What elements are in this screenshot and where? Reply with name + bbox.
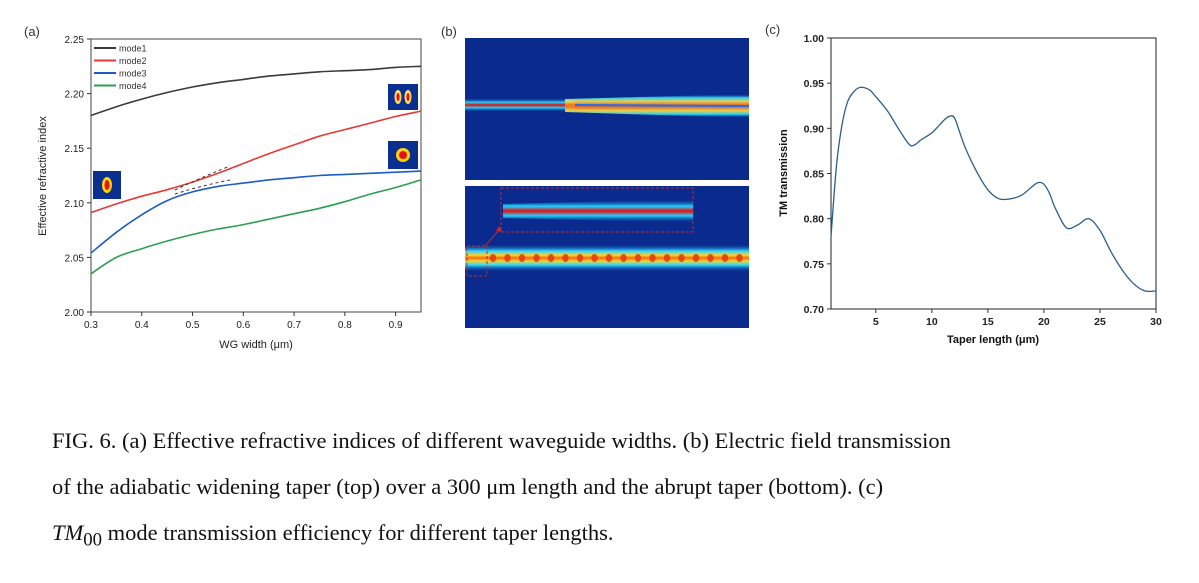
panel-label-a: (a) — [24, 24, 40, 39]
y-tick-label: 0.80 — [804, 214, 825, 226]
y-tick-label: 2.10 — [65, 199, 85, 210]
caption-line-1: FIG. 6. (a) Effective refractive indices… — [52, 428, 951, 453]
panel-label-b: (b) — [441, 24, 457, 39]
field-node — [576, 254, 584, 262]
legend-label: mode4 — [119, 81, 147, 91]
field-map-abrupt — [465, 186, 749, 328]
x-tick-label: 20 — [1038, 316, 1050, 328]
y-tick-label: 2.15 — [65, 144, 85, 155]
y-tick-label: 0.75 — [804, 259, 825, 271]
x-tick-label: 0.3 — [84, 320, 98, 331]
y-axis-label-a: Effective refractive index — [37, 116, 49, 236]
plot-frame-c — [830, 37, 1157, 310]
field-node — [605, 254, 613, 262]
anticrossing-dashes — [174, 165, 231, 195]
x-tick-label: 25 — [1094, 316, 1106, 328]
figure-caption: FIG. 6. (a) Effective refractive indices… — [52, 418, 1162, 564]
series-line-mode3 — [90, 170, 422, 254]
y-tick-label: 2.05 — [65, 253, 85, 264]
field-node — [591, 254, 598, 262]
field-node — [634, 254, 642, 262]
y-tick-label: 0.85 — [804, 169, 825, 181]
x-axis-label-c: Taper length (μm) — [947, 334, 1039, 346]
x-tick-label: 0.7 — [287, 320, 301, 331]
panel-label-c: (c) — [765, 22, 781, 37]
mode-inset-2 — [388, 84, 418, 110]
field-node — [649, 254, 656, 262]
x-axis-label-a: WG width (μm) — [219, 339, 293, 351]
series-line-series1 — [830, 86, 1157, 293]
y-axis-label-c: TM transmission — [778, 129, 790, 217]
caption-line-2: of the adiabatic widening taper (top) ov… — [52, 474, 884, 499]
legend-label: mode1 — [119, 44, 147, 54]
y-tick-label: 2.00 — [65, 308, 85, 319]
mode-inset-1 — [93, 171, 121, 199]
y-tick-label: 0.90 — [804, 123, 825, 135]
chart-a: 0.3 0.4 0.5 0.6 0.7 0.8 0.9 2.00 2.05 2.10 2.15 2.2… — [37, 35, 422, 351]
field-map-adiabatic — [465, 38, 750, 180]
field-node — [663, 254, 671, 262]
legend-label: mode3 — [119, 69, 147, 79]
field-node — [620, 254, 627, 262]
x-tick-label: 0.4 — [135, 320, 149, 331]
x-tick-label: 0.6 — [236, 320, 250, 331]
caption-line-3-rest: mode transmission efficiency for differe… — [102, 520, 614, 545]
field-node — [504, 254, 511, 262]
x-tick-label: 0.5 — [186, 320, 200, 331]
plot-frame-a — [90, 38, 422, 313]
legend-a: mode1 mode2 mode3 mode4 — [94, 44, 147, 91]
y-tick-label: 0.95 — [804, 78, 825, 90]
x-tick-label: 15 — [982, 316, 994, 328]
x-tick-label: 10 — [926, 316, 938, 328]
field-node — [707, 254, 714, 262]
field-node — [547, 254, 555, 262]
field-node — [692, 254, 700, 262]
legend-label: mode2 — [119, 56, 147, 66]
field-node — [736, 254, 743, 262]
field-node — [562, 254, 569, 262]
series-line-mode4 — [90, 179, 422, 275]
y-tick-label: 2.20 — [65, 90, 85, 101]
mode-inset-3 — [388, 141, 418, 169]
field-node — [489, 254, 497, 262]
field-node — [721, 254, 729, 262]
caption-math-tm: TM — [52, 520, 84, 545]
field-node — [533, 254, 540, 262]
series-line-mode1 — [90, 65, 422, 117]
field-node — [678, 254, 685, 262]
caption-math-sub: 00 — [83, 529, 103, 551]
series-line-mode2 — [90, 110, 422, 214]
caption-line-3: TM00 mode transmission efficiency for di… — [52, 510, 1162, 564]
x-tick-label: 30 — [1150, 316, 1162, 328]
chart-c: 5 10 15 20 25 300.700.750.800.850.900.951.00 … — [778, 33, 1162, 346]
field-node — [518, 254, 526, 262]
field-maps-b — [465, 38, 750, 328]
y-tick-label: 0.70 — [804, 304, 825, 316]
x-tick-label: 5 — [873, 316, 879, 328]
y-tick-label: 1.00 — [804, 33, 825, 45]
x-tick-label: 0.9 — [389, 320, 403, 331]
x-tick-label: 0.8 — [338, 320, 352, 331]
y-tick-label: 2.25 — [65, 35, 85, 46]
